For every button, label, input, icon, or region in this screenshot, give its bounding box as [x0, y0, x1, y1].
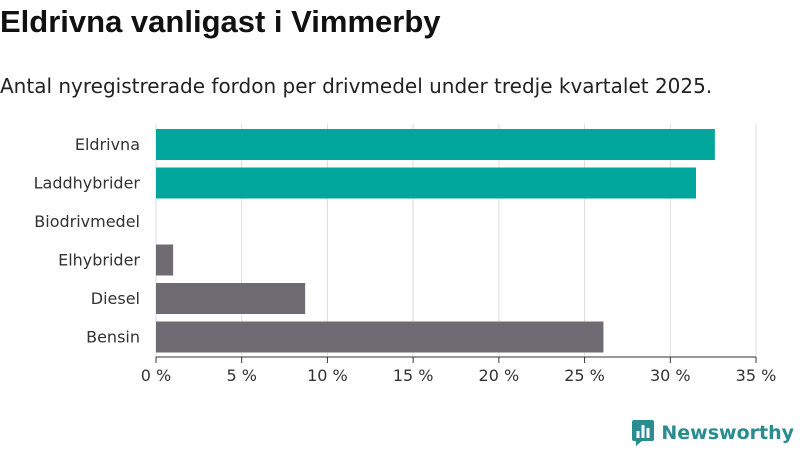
- category-label-bensin: Bensin: [86, 328, 140, 347]
- x-tick-label-35: 35 %: [736, 366, 777, 385]
- newsworthy-logo-text: Newsworthy: [661, 422, 794, 444]
- bar-laddhybrider: [156, 167, 696, 199]
- category-label-laddhybrider: Laddhybrider: [34, 174, 141, 193]
- x-tick-label-10: 10 %: [307, 366, 348, 385]
- bar-diesel: [156, 283, 306, 314]
- category-label-eldrivna: Eldrivna: [75, 135, 140, 154]
- chart-subtitle: Antal nyregistrerade fordon per drivmede…: [0, 74, 713, 98]
- chart-title: Eldrivna vanligast i Vimmerby: [0, 4, 441, 39]
- bar-chart: Eldrivna Laddhybrider Biodrivmedel Elhybrid…: [34, 124, 777, 385]
- x-tick-label-25: 25 %: [564, 366, 605, 385]
- x-tick-label-5: 5 %: [226, 366, 256, 385]
- x-tick-label-15: 15 %: [393, 366, 434, 385]
- bar-eldrivna: [156, 129, 715, 160]
- category-label-diesel: Diesel: [91, 289, 140, 308]
- x-tick-label-20: 20 %: [479, 366, 520, 385]
- bar-bensin: [156, 321, 604, 353]
- category-label-elhybrider: Elhybrider: [58, 251, 140, 270]
- newsworthy-logo: Newsworthy: [631, 419, 794, 447]
- category-label-biodrivmedel: Biodrivmedel: [34, 212, 140, 231]
- x-tick-label-30: 30 %: [650, 366, 691, 385]
- bar-elhybrider: [156, 244, 174, 276]
- newsworthy-logo-icon: [632, 420, 655, 446]
- x-tick-label-0: 0 %: [141, 366, 171, 385]
